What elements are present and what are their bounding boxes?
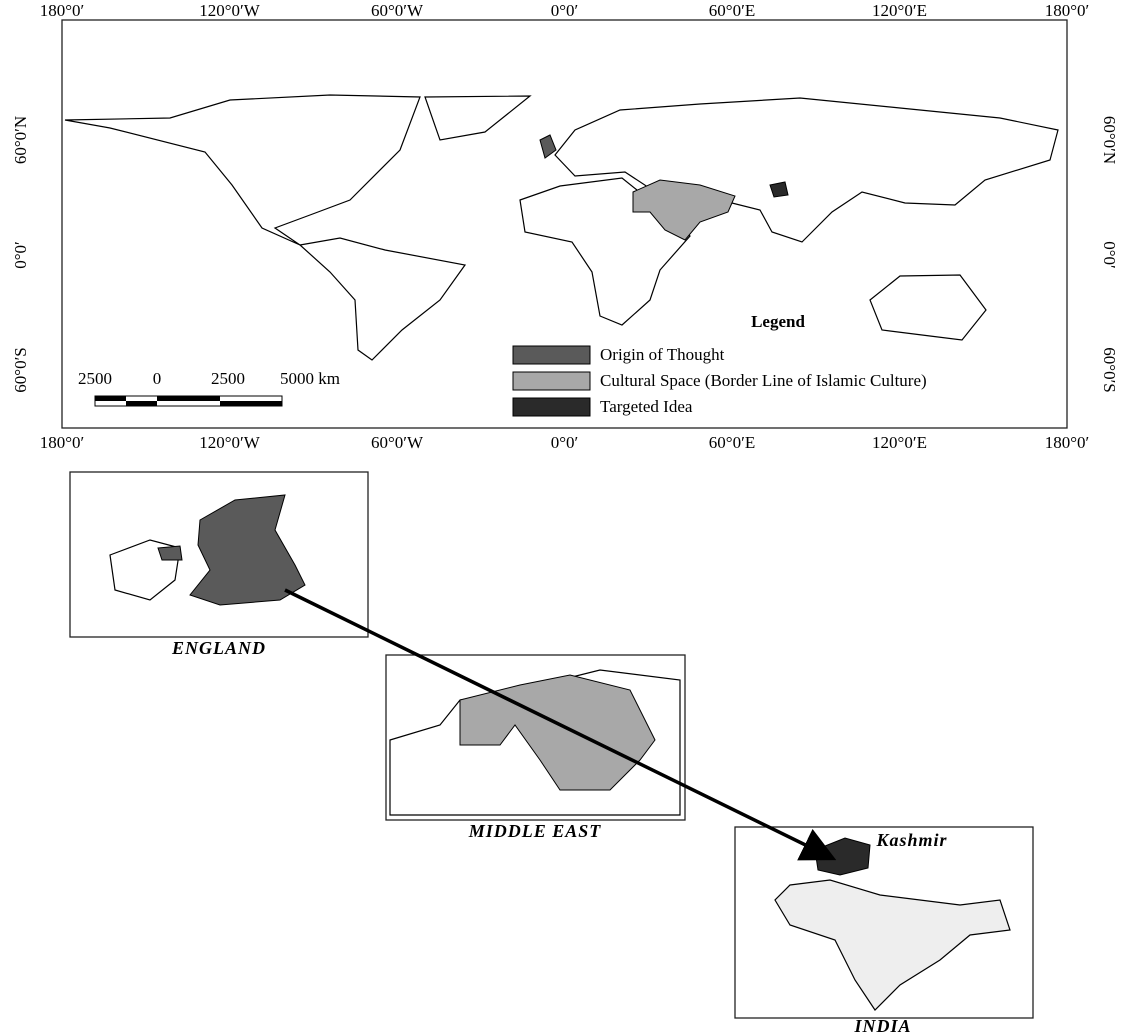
scale-label: 5000 km xyxy=(280,369,340,388)
scale-bar-segment xyxy=(95,396,126,401)
axis-label: 120°0′W xyxy=(199,433,261,452)
legend-label: Targeted Idea xyxy=(600,397,693,416)
axis-label: 60°0′S xyxy=(11,347,30,392)
northern-ireland xyxy=(158,546,182,560)
axis-label: 120°0′E xyxy=(872,1,927,20)
legend-label: Cultural Space (Border Line of Islamic C… xyxy=(600,371,927,390)
axis-label: 180°0′ xyxy=(1045,433,1090,452)
inset-annotation: Kashmir xyxy=(875,830,947,850)
axis-label: 180°0′ xyxy=(40,1,85,20)
scale-label: 2500 xyxy=(211,369,245,388)
top-axis: 180°0′ 120°0′W 60°0′W 0°0′ 60°0′E 120°0′E 180°… xyxy=(40,1,1090,20)
axis-label: 180°0′ xyxy=(1045,1,1090,20)
axis-label: 180°0′ xyxy=(40,433,85,452)
legend-swatch xyxy=(513,398,590,416)
axis-label: 60°0′N xyxy=(1100,116,1119,164)
scale-bar-segment xyxy=(157,396,220,401)
axis-label: 60°0′E xyxy=(709,433,755,452)
axis-label: 0°0′ xyxy=(551,433,579,452)
legend-swatch xyxy=(513,372,590,390)
right-axis: 60°0′N 0°0′ 60°0′S xyxy=(1100,116,1119,393)
bottom-axis: 180°0′ 120°0′W 60°0′W 0°0′ 60°0′E 120°0′E 180°… xyxy=(40,433,1090,452)
left-axis: 60°0′N 0°0′ 60°0′S xyxy=(11,116,30,393)
axis-label: 0°0′ xyxy=(1100,241,1119,269)
axis-label: 0°0′ xyxy=(551,1,579,20)
figure: 180°0′ 120°0′W 60°0′W 0°0′ 60°0′E 120°0′E 180°… xyxy=(0,0,1126,1034)
scale-bar-segment xyxy=(126,401,157,406)
axis-label: 60°0′W xyxy=(371,433,424,452)
axis-label: 60°0′S xyxy=(1100,347,1119,392)
axis-label: 120°0′W xyxy=(199,1,261,20)
legend-title: Legend xyxy=(751,312,805,331)
axis-label: 60°0′N xyxy=(11,116,30,164)
scale-label: 2500 xyxy=(78,369,112,388)
inset-label: ENGLAND xyxy=(171,638,266,658)
legend-label: Origin of Thought xyxy=(600,345,725,364)
axis-label: 60°0′W xyxy=(371,1,424,20)
legend-swatch xyxy=(513,346,590,364)
inset-label: MIDDLE EAST xyxy=(468,821,602,841)
axis-label: 0°0′ xyxy=(11,241,30,269)
scale-bar-segment xyxy=(220,401,282,406)
axis-label: 120°0′E xyxy=(872,433,927,452)
axis-label: 60°0′E xyxy=(709,1,755,20)
scale-label: 0 xyxy=(153,369,162,388)
inset-label: INDIA xyxy=(853,1016,911,1034)
